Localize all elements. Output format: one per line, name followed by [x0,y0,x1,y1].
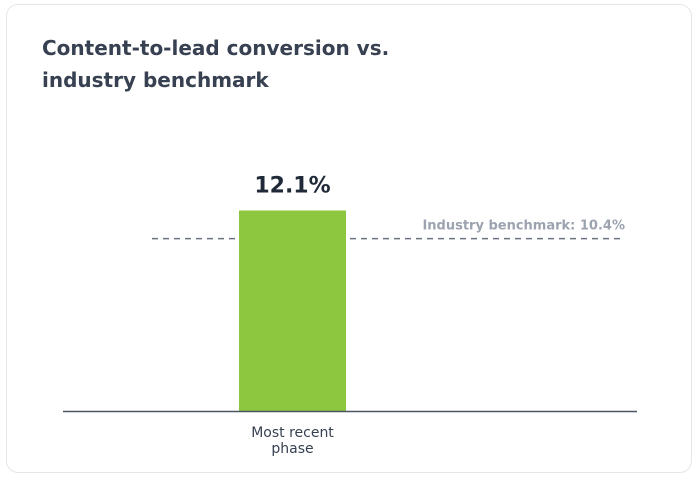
chart-title-line-2: industry benchmark [42,68,269,92]
labels-layer: 12.1% Most recent phase [251,173,334,457]
chart-title-line-1: Content-to-lead conversion vs. [42,36,390,60]
benchmark-label: Industry benchmark: 10.4% [422,219,625,234]
chart-title: Content-to-lead conversion vs. industry … [42,32,462,96]
chart-card [6,4,692,473]
bars-layer [239,210,346,411]
category-label-0: Most recent phase [251,425,334,457]
bar-0 [239,210,346,411]
bar-value-label-0: 12.1% [254,173,330,198]
